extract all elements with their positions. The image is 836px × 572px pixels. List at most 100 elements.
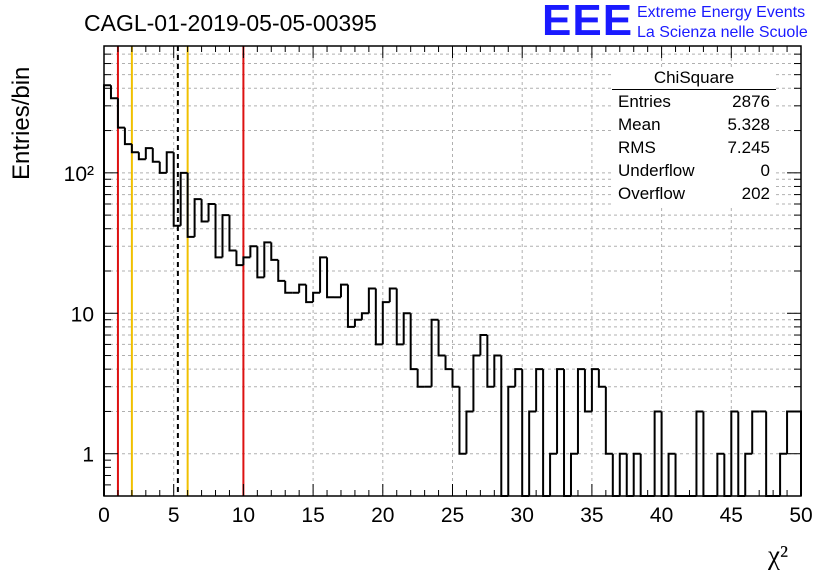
- histogram-bin: [563, 369, 571, 497]
- stats-value: 202: [741, 184, 770, 203]
- axes: 0 5 10 15 20 25 30 35 40 45 50 1 10 10²: [64, 45, 813, 527]
- stats-value: 7.245: [727, 138, 770, 157]
- histogram-bin: [723, 453, 732, 497]
- histogram-bin: [751, 410, 760, 454]
- histogram-bin: [416, 369, 425, 388]
- histogram-bin: [493, 354, 502, 387]
- histogram-bin: [451, 369, 460, 388]
- histogram-bin: [409, 313, 418, 371]
- stats-row-mean: Mean 5.328: [618, 115, 770, 137]
- x-tick-label: 30: [511, 504, 534, 527]
- x-tick-label: 10: [232, 504, 255, 527]
- histogram-bin: [326, 257, 335, 299]
- x-tick-label: 5: [168, 504, 180, 527]
- histogram-bin: [277, 259, 286, 282]
- stats-title: ChiSquare: [612, 68, 776, 90]
- stats-key: Entries: [618, 92, 671, 111]
- x-axis-title: χ²: [768, 540, 789, 570]
- y-tick-label: 10²: [64, 163, 94, 186]
- histogram-bin: [165, 151, 174, 173]
- histogram-bin: [151, 148, 160, 163]
- x-tick-label: 0: [98, 504, 110, 527]
- x-tick-label: 50: [789, 504, 812, 527]
- histogram-bin: [367, 287, 376, 314]
- histogram-bin: [535, 368, 544, 412]
- logo-mark: EEE: [542, 0, 634, 45]
- logo-line-1: Extreme Energy Events: [637, 4, 806, 21]
- histogram-bin: [514, 368, 523, 387]
- stats-key: RMS: [618, 138, 656, 157]
- histogram-bin: [402, 312, 411, 345]
- histogram-bin: [744, 452, 753, 496]
- histogram-bin: [130, 144, 139, 154]
- histogram-bin: [374, 288, 383, 346]
- histogram-bin: [569, 452, 578, 496]
- histogram-bin: [549, 452, 558, 496]
- histogram-bin: [305, 284, 314, 304]
- histogram-bin: [653, 410, 662, 496]
- histogram-bin: [137, 152, 146, 161]
- stats-row-rms: RMS 7.245: [618, 138, 770, 160]
- histogram-bin: [486, 335, 495, 388]
- histogram-bin: [625, 453, 634, 497]
- histogram-bin: [437, 319, 446, 357]
- histogram-bin: [465, 410, 474, 454]
- histogram-bin: [158, 161, 167, 174]
- histogram-bin: [618, 452, 627, 496]
- histogram-bin: [235, 250, 244, 267]
- histogram-bin: [123, 127, 132, 146]
- histogram-bin: [249, 245, 258, 258]
- histogram-bin: [507, 385, 516, 496]
- histogram-bin: [611, 453, 620, 497]
- histogram-bin: [221, 214, 230, 258]
- histogram-bin: [388, 287, 397, 303]
- stats-row-entries: Entries 2876: [618, 92, 770, 114]
- histogram-bin: [263, 241, 272, 278]
- histogram-bin: [284, 280, 293, 294]
- y-tick-label: 10: [71, 303, 94, 326]
- logo-line-2: La Scienza nelle Scuole: [637, 24, 808, 41]
- histogram-bin: [479, 334, 488, 356]
- histogram-bin: [444, 355, 453, 371]
- histogram-bin: [590, 368, 599, 412]
- histogram-bin: [786, 410, 795, 454]
- histogram-bin: [103, 84, 111, 496]
- stats-box: ChiSquare Entries 2876 Mean 5.328 RMS 7.…: [612, 68, 776, 208]
- stats-value: 2876: [732, 92, 770, 111]
- stats-key: Mean: [618, 115, 661, 134]
- stats-value: 0: [760, 161, 770, 180]
- histogram-bin: [312, 291, 321, 303]
- histogram-bin: [639, 453, 648, 497]
- histogram-bin: [472, 354, 481, 412]
- histogram-bin: [346, 284, 355, 328]
- y-tick-label: 1: [82, 444, 94, 467]
- histogram-bin: [556, 368, 565, 454]
- histogram-bin: [298, 283, 307, 293]
- histogram-bin: [716, 452, 725, 496]
- stats-value: 5.328: [727, 115, 770, 134]
- y-axis-title: Entries/bin: [8, 66, 35, 180]
- histogram-bin: [228, 215, 237, 252]
- histogram-bin: [674, 453, 683, 497]
- grid: [104, 45, 801, 496]
- histogram-bin: [109, 85, 118, 100]
- histogram-bin: [395, 288, 404, 346]
- x-tick-label: 40: [650, 504, 673, 527]
- histogram-bin: [242, 256, 251, 266]
- histogram-bin: [695, 410, 704, 496]
- histogram-bin: [144, 147, 153, 160]
- histogram-bin: [667, 452, 676, 496]
- histogram-bin: [576, 368, 585, 454]
- histogram-bin: [779, 452, 788, 496]
- histogram-bin: [339, 283, 348, 298]
- histogram-bin: [500, 355, 509, 497]
- histogram-bin: [172, 152, 181, 227]
- stats-row-overflow: Overflow 202: [618, 184, 770, 206]
- histogram-bin: [186, 172, 195, 238]
- histogram-bin: [528, 410, 537, 496]
- stats-row-underflow: Underflow 0: [618, 161, 770, 183]
- chart-title: CAGL-01-2019-05-05-00395: [84, 10, 377, 36]
- x-tick-label: 45: [720, 504, 743, 527]
- histogram-bin: [542, 369, 551, 497]
